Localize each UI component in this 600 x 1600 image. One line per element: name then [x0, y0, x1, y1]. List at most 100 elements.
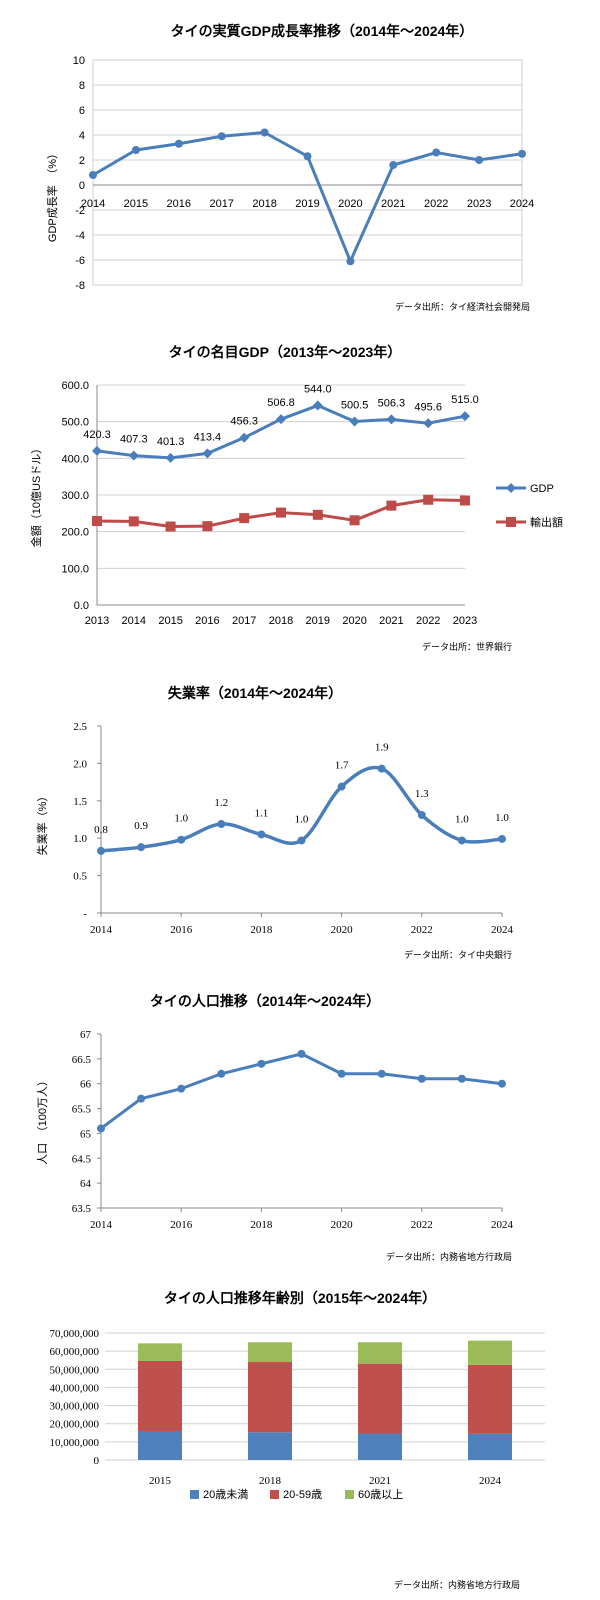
plot-area: [92, 59, 523, 286]
data-point: [457, 836, 466, 845]
data-point: [217, 819, 226, 828]
y-tick-label: 40,000,000: [50, 1382, 100, 1394]
data-point: [303, 152, 312, 161]
data-point: [97, 846, 105, 855]
exports-marker: [312, 509, 323, 520]
source-note: データ出所：タイ中央銀行: [404, 949, 512, 960]
y-tick-label: 600.0: [61, 380, 89, 392]
data-point: [257, 1059, 266, 1068]
data-point: [260, 128, 269, 137]
x-tick-label: 2022: [424, 198, 448, 210]
gdp-growth-svg: タイの実質GDP成長率推移（2014年～2024年） GDP成長率 （%） デー…: [45, 23, 534, 312]
data-point: [498, 1079, 506, 1088]
data-label: 1.0: [455, 813, 469, 825]
y-tick-label: 2: [79, 155, 85, 167]
exports-marker: [165, 521, 176, 532]
data-point: [297, 1049, 306, 1058]
x-tick-label: 2024: [491, 1219, 514, 1231]
gdp-marker: [460, 411, 470, 422]
bar-segment: [358, 1433, 402, 1460]
data-point: [137, 843, 146, 852]
exports-marker: [202, 521, 213, 532]
chart-title: タイの人口推移年齢別（2015年～2024年）: [164, 1290, 436, 1306]
y-tick-label: 4: [79, 130, 85, 142]
x-tick-label: 2017: [209, 198, 233, 210]
legend-gdp-marker: [506, 483, 516, 493]
y-tick-label: 30,000,000: [50, 1401, 100, 1413]
chart-title: タイの人口推移（2014年～2024年）: [150, 993, 380, 1009]
x-tick-label: 2015: [124, 198, 148, 210]
data-point: [177, 835, 186, 844]
y-tick-label: 100.0: [61, 563, 89, 575]
x-tick-label: 2019: [306, 615, 330, 627]
series-line: [92, 130, 523, 266]
data-point: [131, 146, 140, 154]
exports-marker: [460, 495, 470, 506]
bar-segment: [138, 1360, 182, 1431]
data-label: 0.8: [94, 824, 108, 836]
source-note: データ出所：内務省地方行政局: [386, 1251, 512, 1262]
y-tick-label: 300.0: [61, 490, 89, 502]
gdp-marker: [312, 400, 323, 411]
data-label: 1.7: [335, 760, 349, 772]
chart-title: タイの実質GDP成長率推移（2014年～2024年）: [171, 23, 474, 39]
legend-exports-marker: [506, 517, 516, 527]
gdp-marker: [276, 414, 286, 425]
y-tick-label: 0: [94, 1455, 100, 1467]
y-tick-label: 63.5: [72, 1203, 92, 1215]
x-tick-label: 2022: [411, 1219, 433, 1231]
legend-label: 20-59歳: [283, 1488, 322, 1501]
data-point: [337, 1069, 346, 1078]
bar-segment: [358, 1363, 402, 1434]
gdp-line: [96, 403, 466, 460]
x-tick-label: 2020: [331, 1219, 354, 1231]
y-tick-label: 2.5: [73, 721, 87, 733]
x-tick-label: 2014: [81, 198, 105, 210]
data-point: [217, 132, 226, 141]
bar-segment: [248, 1362, 292, 1433]
data-point: [377, 764, 386, 773]
population-age-chart: タイの人口推移年齢別（2015年～2024年） データ出所：内務省地方行政局 7…: [0, 1270, 600, 1600]
y-tick-label: 8: [79, 80, 85, 92]
gdp-marker: [349, 416, 360, 427]
exports-marker: [386, 500, 397, 511]
data-point: [257, 830, 266, 839]
legend-swatch: [270, 1490, 279, 1499]
data-label: 1.0: [295, 813, 309, 825]
y-tick-label: 0.5: [73, 871, 87, 883]
gdp-data-label: 506.8: [267, 397, 295, 409]
y-tick-label: 64.5: [72, 1153, 92, 1165]
gdp-growth-chart: タイの実質GDP成長率推移（2014年～2024年） GDP成長率 （%） デー…: [0, 0, 600, 330]
y-tick-label: 10,000,000: [50, 1437, 100, 1449]
gdp-marker: [165, 452, 176, 463]
x-tick-label: 2018: [259, 1475, 282, 1487]
x-tick-label: 2022: [416, 615, 440, 627]
x-tick-label: 2021: [379, 615, 403, 627]
x-tick-label: 2018: [250, 1219, 273, 1231]
y-tick-label: 200.0: [61, 527, 89, 539]
y-tick-label: 66.5: [72, 1054, 92, 1066]
data-point: [97, 1124, 105, 1133]
y-axis-label: 失業率（%）: [35, 791, 49, 856]
bar-segment: [138, 1343, 182, 1361]
gdp-data-label: 413.4: [194, 431, 222, 443]
y-tick-label: -8: [75, 280, 85, 292]
data-label: 1.3: [415, 788, 429, 800]
y-tick-label: 66: [80, 1079, 92, 1091]
source-note: データ出所：世界銀行: [422, 641, 512, 652]
y-tick-label: 20,000,000: [50, 1419, 100, 1431]
gdp-marker: [128, 450, 139, 461]
y-tick-label: 65.5: [72, 1104, 92, 1116]
x-tick-label: 2014: [90, 1219, 113, 1231]
legend-swatch: [345, 1490, 354, 1499]
exports-marker: [276, 507, 286, 518]
x-tick-label: 2020: [338, 198, 362, 210]
y-axis-label: 人口 （100万人）: [36, 1075, 49, 1165]
x-tick-label: 2020: [342, 615, 366, 627]
data-point: [89, 171, 97, 179]
exports-marker: [349, 515, 360, 526]
data-point: [174, 139, 183, 148]
bar-segment: [138, 1430, 182, 1460]
x-tick-label: 2013: [85, 615, 109, 627]
x-tick-label: 2023: [453, 615, 477, 627]
